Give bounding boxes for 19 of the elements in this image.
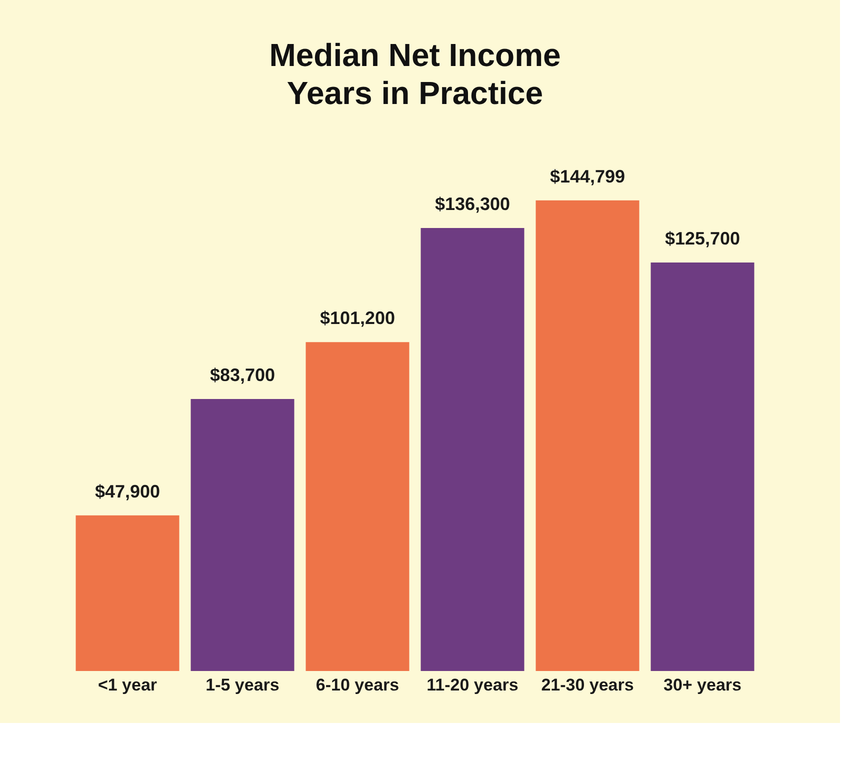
x-tick-label: 6-10 years	[316, 676, 400, 694]
x-tick-label: 11-20 years	[426, 676, 518, 694]
x-tick-label: 1-5 years	[206, 676, 280, 694]
bar	[190, 398, 294, 671]
x-tick-label: 21-30 years	[541, 676, 634, 694]
x-tick-label: <1 year	[98, 676, 158, 694]
bar	[650, 262, 754, 671]
bar	[420, 228, 524, 671]
data-label: $136,300	[434, 194, 510, 214]
x-tick-label: 30+ years	[664, 676, 742, 694]
bar	[306, 342, 410, 671]
chart-title: Median Net Income Years in Practice	[269, 37, 561, 111]
data-label: $83,700	[210, 364, 276, 385]
bar	[536, 200, 640, 671]
data-label: $47,900	[94, 481, 160, 502]
bar	[76, 515, 180, 671]
data-label: $144,799	[550, 166, 626, 186]
data-label: $125,700	[664, 228, 740, 248]
data-label: $101,200	[320, 308, 396, 328]
